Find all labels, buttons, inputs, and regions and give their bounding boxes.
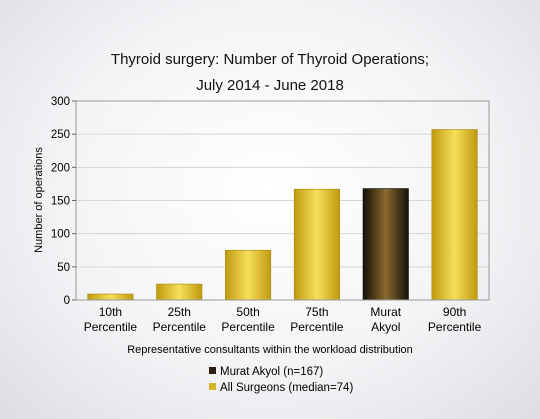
legend-item-all-surgeons: All Surgeons (median=74) [209, 382, 353, 394]
x-category-label: 75th [305, 305, 328, 319]
legend-label-all-surgeons: All Surgeons (median=74) [220, 382, 353, 394]
x-category-label: 50th [236, 305, 259, 319]
legend-swatch-surgeon [209, 367, 216, 374]
chart-title: Thyroid surgery: Number of Thyroid Opera… [111, 51, 429, 94]
bar [225, 249, 272, 301]
y-tick-label: 150 [51, 196, 70, 208]
y-tick-label: 50 [57, 262, 70, 274]
x-category-label: Murat [370, 305, 401, 319]
x-axis-title: Representative consultants within the wo… [127, 344, 413, 356]
x-category-label: 10th [99, 305, 122, 319]
x-category-label: Akyol [371, 320, 400, 334]
x-axis-categories: 10thPercentile25thPercentile50thPercenti… [84, 305, 482, 334]
y-tick-label: 100 [51, 229, 70, 241]
x-category-label: Percentile [153, 320, 207, 334]
bar-highlight [362, 188, 409, 301]
y-tick-label: 200 [51, 162, 70, 174]
bar [87, 293, 134, 301]
legend: Murat Akyol (n=167) All Surgeons (median… [209, 366, 353, 394]
x-category-label: 90th [443, 305, 466, 319]
x-category-label: Percentile [84, 320, 138, 334]
chart-title-line-1: Thyroid surgery: Number of Thyroid Opera… [111, 51, 429, 68]
y-tick-label: 0 [64, 295, 70, 307]
y-tick-label: 250 [51, 129, 70, 141]
chart-title-line-2: July 2014 - June 2018 [196, 77, 344, 94]
bar [156, 283, 203, 301]
bar [431, 129, 478, 301]
y-tick-label: 300 [51, 96, 70, 108]
bar [293, 188, 340, 301]
x-category-label: Percentile [290, 320, 344, 334]
gridlines [76, 133, 489, 268]
x-category-label: Percentile [428, 320, 482, 334]
y-axis-title: Number of operations [33, 147, 45, 253]
legend-item-surgeon: Murat Akyol (n=167) [209, 366, 323, 378]
x-category-label: 25th [168, 305, 191, 319]
bars [87, 129, 478, 301]
x-category-label: Percentile [221, 320, 275, 334]
legend-label-surgeon: Murat Akyol (n=167) [220, 366, 323, 378]
y-axis-ticks: 0 50 100 150 200 250 300 [51, 96, 76, 307]
legend-swatch-all-surgeons [209, 383, 216, 390]
